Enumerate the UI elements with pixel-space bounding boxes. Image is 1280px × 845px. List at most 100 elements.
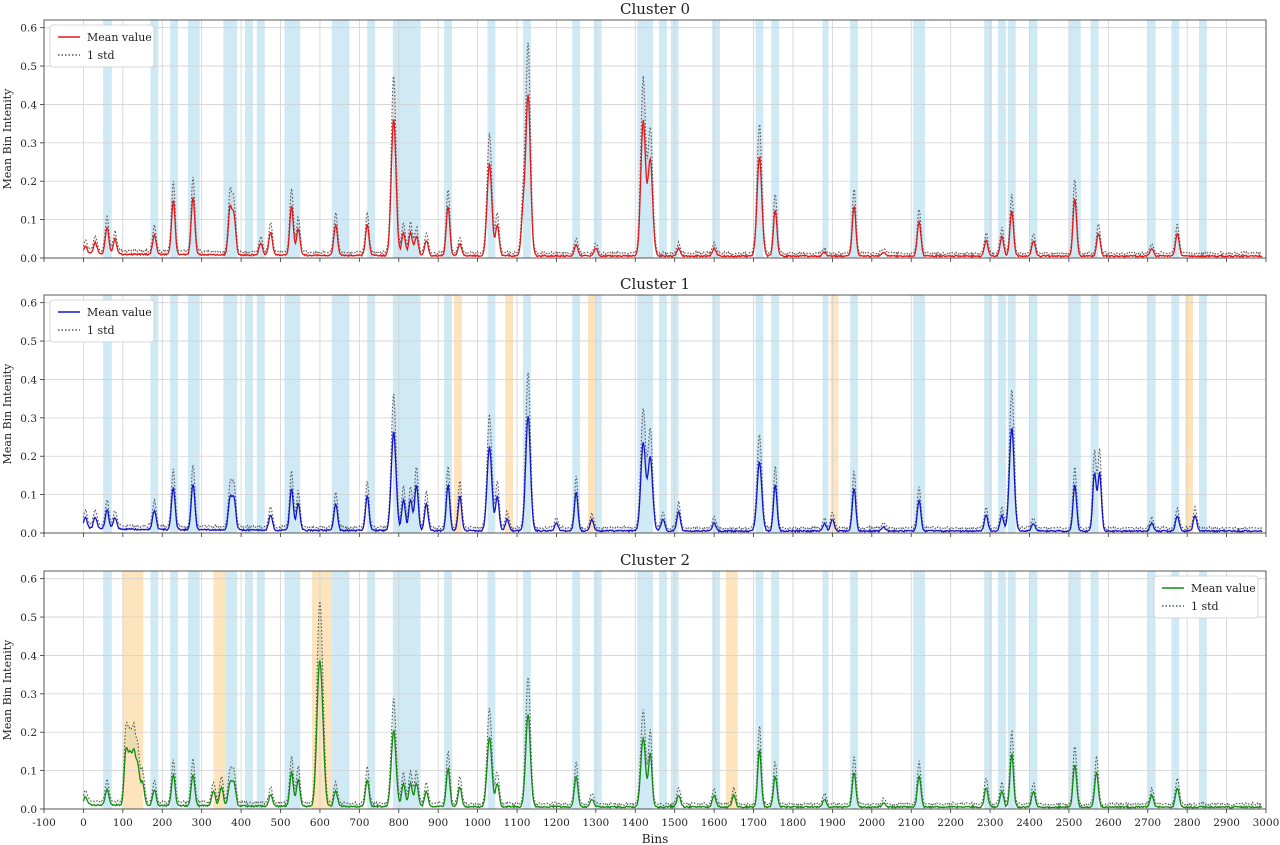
plot-frame: [43, 19, 1267, 259]
x-tick-label: 1800: [780, 817, 807, 829]
x-tick-label: 2700: [1134, 817, 1161, 829]
y-tick-label: 0.4: [20, 99, 37, 111]
highlight-span-blue: [771, 20, 780, 258]
highlight-span-blue: [256, 20, 265, 258]
panel-title: Cluster 2: [620, 551, 690, 569]
highlight-span-blue: [984, 571, 993, 809]
highlight-span-orange: [830, 295, 839, 533]
highlight-span-orange: [725, 571, 738, 809]
highlight-span-orange: [453, 295, 462, 533]
chart-panel: 0.0 0.1 0.2 0.3 0.4 0.5 0.6 Mean Bin Intenity Cl…: [1, 275, 1267, 540]
x-tick-label: 1900: [819, 817, 846, 829]
x-tick-label: 1200: [543, 817, 570, 829]
x-tick-label: 1000: [464, 817, 491, 829]
highlight-span-blue: [850, 571, 859, 809]
x-tick-label: 2600: [1095, 817, 1122, 829]
highlight-span-blue: [522, 295, 531, 533]
highlight-span-blue: [223, 295, 238, 533]
highlight-span-blue: [444, 295, 452, 533]
y-axis-label: Mean Bin Intenity: [1, 88, 14, 189]
highlight-span-blue: [331, 20, 350, 258]
highlight-span-blue: [1147, 571, 1156, 809]
highlight-span-blue: [1198, 295, 1207, 533]
x-tick-label: 100: [113, 817, 133, 829]
x-tick-label: 1700: [740, 817, 767, 829]
highlight-span-orange: [1185, 295, 1194, 533]
highlight-span-blue: [984, 20, 993, 258]
x-tick-label: 2000: [858, 817, 885, 829]
curves: [82, 42, 1263, 258]
x-tick-label: 600: [310, 817, 330, 829]
highlight-span-blue: [755, 20, 764, 258]
highlight-span-blue: [755, 571, 764, 809]
highlight-span-blue: [367, 295, 376, 533]
highlight-span-blue: [103, 20, 112, 258]
legend-box: [49, 299, 155, 343]
y-tick-label: 0.0: [20, 253, 37, 265]
legend-box: [49, 24, 155, 68]
highlight-span-blue: [593, 295, 602, 533]
highlight-span-blue: [1090, 295, 1099, 533]
highlight-span-blue: [1068, 571, 1081, 809]
highlight-span-blue: [150, 571, 159, 809]
highlight-span-blue: [822, 20, 829, 258]
highlight-span-blue: [712, 20, 721, 258]
y-axis-label: Mean Bin Intenity: [1, 639, 14, 740]
highlight-span-blue: [331, 571, 350, 809]
highlight-span-blue: [367, 571, 376, 809]
x-tick-label: 300: [192, 817, 212, 829]
y-tick-label: 0.1: [20, 215, 37, 227]
highlight-span-blue: [444, 20, 452, 258]
legend: Mean value 1 std: [49, 24, 155, 68]
highlight-span-blue: [1007, 571, 1016, 809]
highlight-span-blue: [1147, 20, 1156, 258]
plot-frame: [43, 570, 1267, 810]
y-tick-label: 0.5: [20, 612, 37, 624]
legend-box: [1153, 575, 1259, 619]
x-tick-label: 2200: [937, 817, 964, 829]
highlight-span-blue: [487, 20, 496, 258]
highlight-span-blue: [331, 295, 350, 533]
x-tick-label: 1100: [504, 817, 531, 829]
x-tick-label: 2300: [977, 817, 1004, 829]
highlight-span-blue: [150, 295, 159, 533]
legend-mean-label: Mean value: [87, 31, 152, 44]
highlight-span-blue: [593, 20, 602, 258]
highlight-span-blue: [658, 20, 667, 258]
highlight-span-blue: [997, 20, 1006, 258]
x-tick-label: 2500: [1056, 817, 1083, 829]
highlight-span-blue: [1198, 571, 1207, 809]
chart-panel: -100 0 100 200 300 400 500 600 700 800 900 1000 1100…: [1, 551, 1279, 829]
legend-std-label: 1 std: [87, 324, 115, 337]
y-tick-label: 0.0: [20, 804, 37, 816]
highlight-span-blue: [103, 571, 112, 809]
highlight-span-blue: [284, 20, 301, 258]
y-tick-label: 0.6: [20, 23, 37, 35]
std-line: [82, 42, 1263, 257]
highlight-span-blue: [1068, 295, 1081, 533]
x-tick-label: -100: [32, 817, 56, 829]
chart-panel: 0.0 0.1 0.2 0.3 0.4 0.5 0.6 Mean Bin Intenity Cl…: [1, 0, 1267, 265]
highlight-span-blue: [367, 20, 376, 258]
highlight-span-blue: [1068, 20, 1081, 258]
highlight-span-blue: [1090, 571, 1099, 809]
highlight-span-blue: [1029, 20, 1038, 258]
highlight-span-blue: [1171, 20, 1180, 258]
highlight-span-blue: [1198, 20, 1207, 258]
legend: Mean value 1 std: [49, 299, 155, 343]
highlight-span-blue: [187, 295, 200, 533]
legend-std-label: 1 std: [1191, 600, 1219, 613]
x-tick-label: 200: [152, 817, 172, 829]
y-tick-label: 0.4: [20, 650, 37, 662]
legend-mean-label: Mean value: [1191, 582, 1256, 595]
plot-frame: [43, 294, 1267, 534]
highlight-span-blue: [997, 571, 1006, 809]
panel-title: Cluster 0: [620, 0, 690, 18]
highlight-span-blue: [256, 571, 265, 809]
x-tick-label: 1600: [701, 817, 728, 829]
highlight-span-blue: [1171, 571, 1180, 809]
x-tick-label: 0: [80, 817, 87, 829]
highlight-span-blue: [850, 20, 859, 258]
legend: Mean value 1 std: [1153, 575, 1259, 619]
